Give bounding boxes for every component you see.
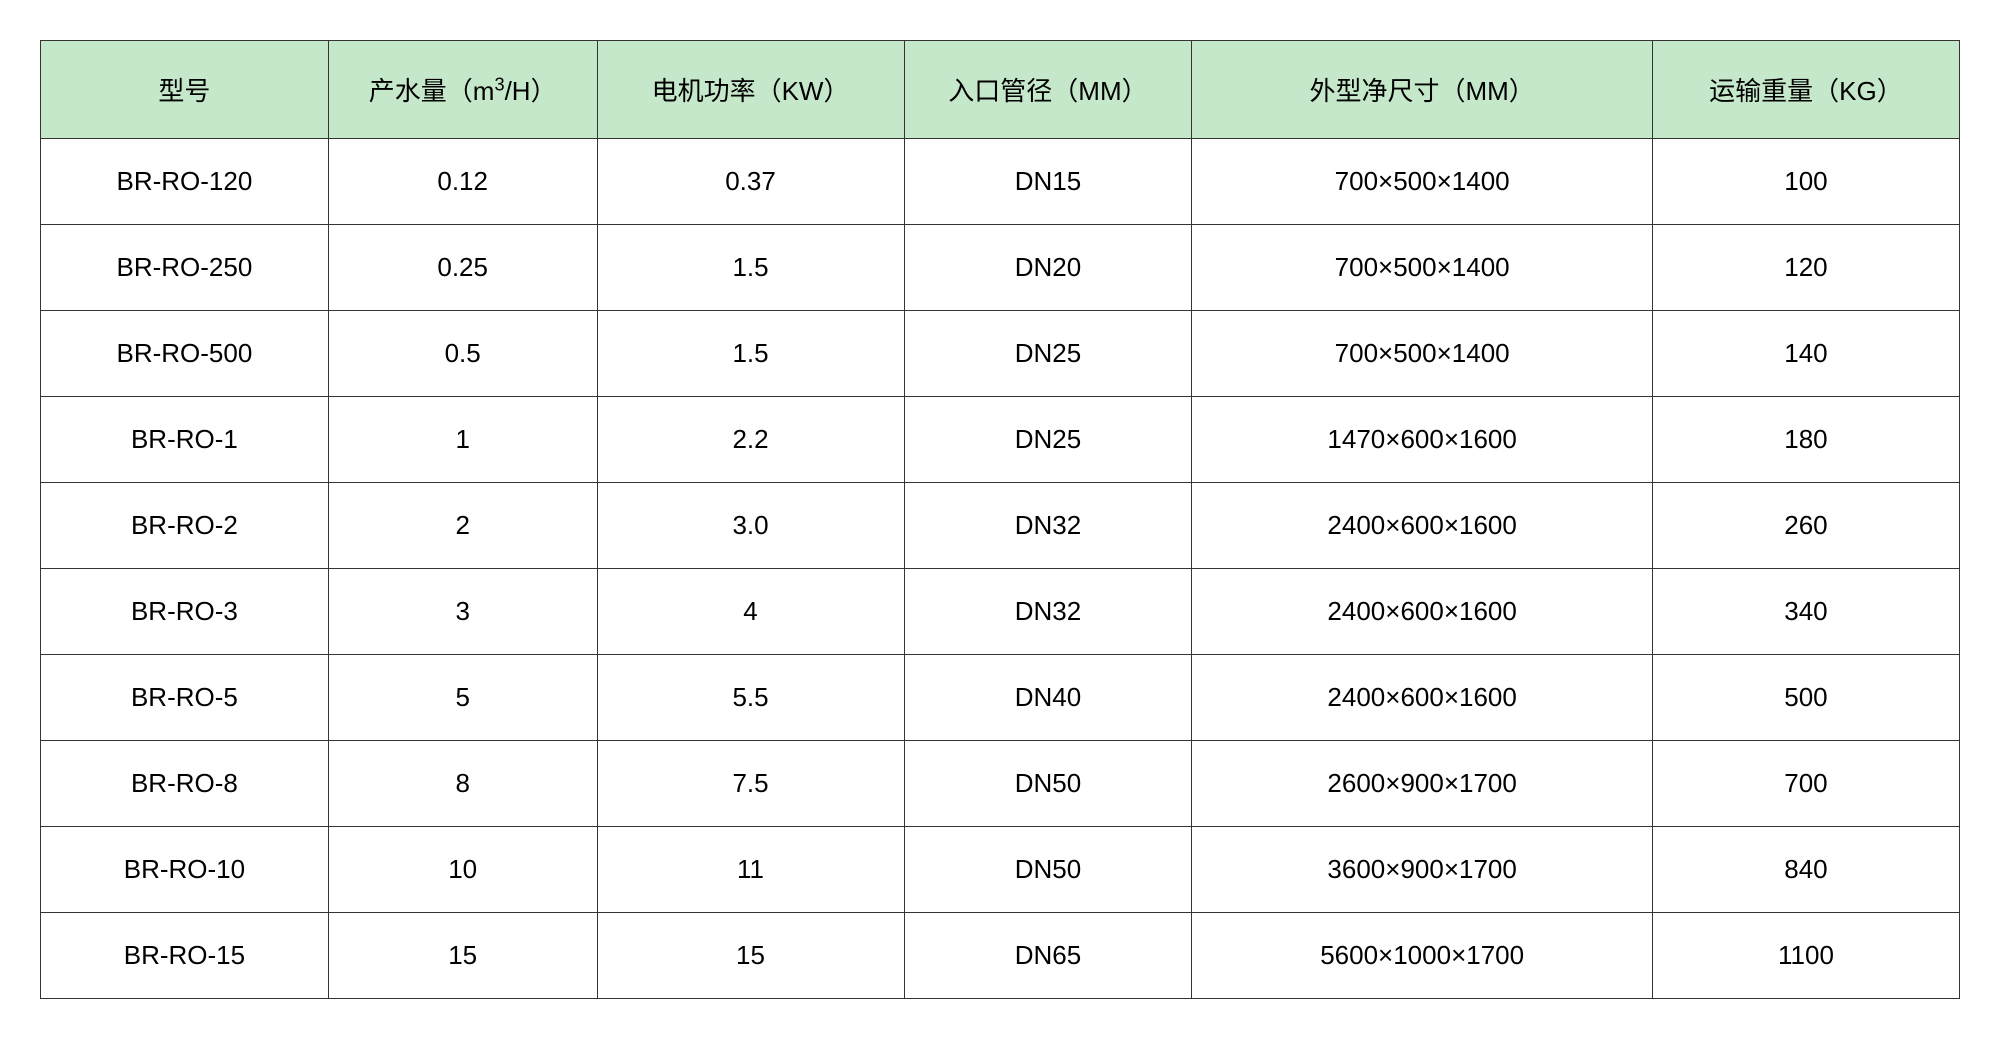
cell-model: BR-RO-1 [41, 397, 329, 483]
cell-motor-power: 0.37 [597, 139, 904, 225]
cell-shipping-weight: 120 [1652, 225, 1959, 311]
cell-inlet-diameter: DN65 [904, 913, 1192, 999]
specifications-table: 型号 产水量（m3/H） 电机功率（KW） 入口管径（MM） 外型净尺寸（MM）… [40, 40, 1960, 999]
header-model: 型号 [41, 41, 329, 139]
cell-water-output: 5 [328, 655, 597, 741]
table-body: BR-RO-120 0.12 0.37 DN15 700×500×1400 10… [41, 139, 1960, 999]
table-row: BR-RO-15 15 15 DN65 5600×1000×1700 1100 [41, 913, 1960, 999]
table-row: BR-RO-5 5 5.5 DN40 2400×600×1600 500 [41, 655, 1960, 741]
cell-dimensions: 1470×600×1600 [1192, 397, 1653, 483]
table-row: BR-RO-250 0.25 1.5 DN20 700×500×1400 120 [41, 225, 1960, 311]
table-row: BR-RO-10 10 11 DN50 3600×900×1700 840 [41, 827, 1960, 913]
cell-shipping-weight: 340 [1652, 569, 1959, 655]
cell-dimensions: 2600×900×1700 [1192, 741, 1653, 827]
cell-inlet-diameter: DN40 [904, 655, 1192, 741]
cell-motor-power: 2.2 [597, 397, 904, 483]
table-row: BR-RO-1 1 2.2 DN25 1470×600×1600 180 [41, 397, 1960, 483]
cell-inlet-diameter: DN25 [904, 311, 1192, 397]
cell-motor-power: 1.5 [597, 311, 904, 397]
cell-model: BR-RO-3 [41, 569, 329, 655]
cell-model: BR-RO-500 [41, 311, 329, 397]
table-header-row: 型号 产水量（m3/H） 电机功率（KW） 入口管径（MM） 外型净尺寸（MM）… [41, 41, 1960, 139]
table-row: BR-RO-2 2 3.0 DN32 2400×600×1600 260 [41, 483, 1960, 569]
cell-shipping-weight: 180 [1652, 397, 1959, 483]
cell-dimensions: 700×500×1400 [1192, 311, 1653, 397]
cell-water-output: 0.12 [328, 139, 597, 225]
table-row: BR-RO-8 8 7.5 DN50 2600×900×1700 700 [41, 741, 1960, 827]
cell-inlet-diameter: DN25 [904, 397, 1192, 483]
cell-motor-power: 11 [597, 827, 904, 913]
cell-model: BR-RO-250 [41, 225, 329, 311]
cell-model: BR-RO-8 [41, 741, 329, 827]
cell-water-output: 3 [328, 569, 597, 655]
cell-water-output: 0.5 [328, 311, 597, 397]
cell-inlet-diameter: DN32 [904, 569, 1192, 655]
cell-dimensions: 700×500×1400 [1192, 139, 1653, 225]
cell-dimensions: 3600×900×1700 [1192, 827, 1653, 913]
header-dimensions: 外型净尺寸（MM） [1192, 41, 1653, 139]
cell-motor-power: 3.0 [597, 483, 904, 569]
cell-shipping-weight: 700 [1652, 741, 1959, 827]
cell-shipping-weight: 260 [1652, 483, 1959, 569]
cell-water-output: 0.25 [328, 225, 597, 311]
cell-motor-power: 5.5 [597, 655, 904, 741]
cell-shipping-weight: 1100 [1652, 913, 1959, 999]
header-shipping-weight: 运输重量（KG） [1652, 41, 1959, 139]
cell-water-output: 15 [328, 913, 597, 999]
cell-model: BR-RO-2 [41, 483, 329, 569]
cell-dimensions: 700×500×1400 [1192, 225, 1653, 311]
cell-water-output: 1 [328, 397, 597, 483]
cell-model: BR-RO-15 [41, 913, 329, 999]
cell-dimensions: 2400×600×1600 [1192, 483, 1653, 569]
cell-model: BR-RO-120 [41, 139, 329, 225]
header-inlet-diameter: 入口管径（MM） [904, 41, 1192, 139]
cell-water-output: 10 [328, 827, 597, 913]
cell-dimensions: 2400×600×1600 [1192, 655, 1653, 741]
cell-model: BR-RO-10 [41, 827, 329, 913]
cell-inlet-diameter: DN15 [904, 139, 1192, 225]
cell-shipping-weight: 840 [1652, 827, 1959, 913]
table-row: BR-RO-3 3 4 DN32 2400×600×1600 340 [41, 569, 1960, 655]
cell-inlet-diameter: DN50 [904, 741, 1192, 827]
cell-motor-power: 1.5 [597, 225, 904, 311]
cell-water-output: 8 [328, 741, 597, 827]
table-row: BR-RO-120 0.12 0.37 DN15 700×500×1400 10… [41, 139, 1960, 225]
cell-motor-power: 4 [597, 569, 904, 655]
cell-dimensions: 5600×1000×1700 [1192, 913, 1653, 999]
cell-model: BR-RO-5 [41, 655, 329, 741]
table-row: BR-RO-500 0.5 1.5 DN25 700×500×1400 140 [41, 311, 1960, 397]
cell-inlet-diameter: DN50 [904, 827, 1192, 913]
cell-dimensions: 2400×600×1600 [1192, 569, 1653, 655]
cell-motor-power: 15 [597, 913, 904, 999]
header-motor-power: 电机功率（KW） [597, 41, 904, 139]
cell-shipping-weight: 500 [1652, 655, 1959, 741]
header-water-output-text: 产水量（m3/H） [369, 76, 557, 106]
cell-inlet-diameter: DN32 [904, 483, 1192, 569]
header-water-output: 产水量（m3/H） [328, 41, 597, 139]
cell-motor-power: 7.5 [597, 741, 904, 827]
specifications-table-container: 型号 产水量（m3/H） 电机功率（KW） 入口管径（MM） 外型净尺寸（MM）… [40, 40, 1960, 999]
cell-shipping-weight: 140 [1652, 311, 1959, 397]
cell-water-output: 2 [328, 483, 597, 569]
cell-inlet-diameter: DN20 [904, 225, 1192, 311]
cell-shipping-weight: 100 [1652, 139, 1959, 225]
